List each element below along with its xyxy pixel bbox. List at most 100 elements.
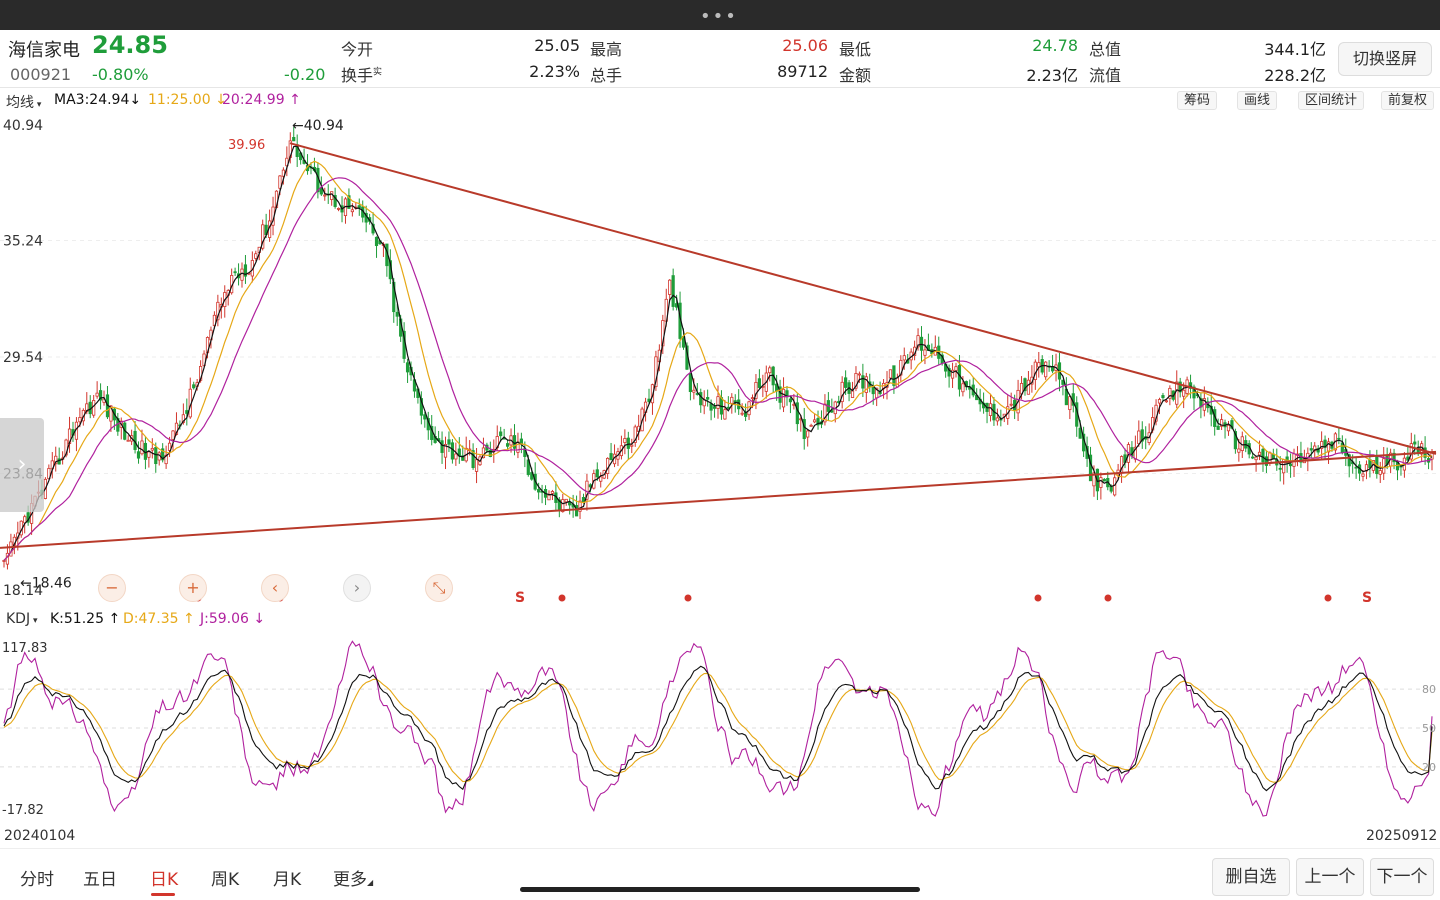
candle-body: [98, 390, 103, 401]
candle-body: [754, 382, 758, 399]
j-line: [3, 640, 1433, 817]
amount-value: 2.23亿: [1026, 66, 1078, 85]
candle-body: [609, 453, 613, 461]
candle-body: [440, 440, 444, 453]
prev-stock-button[interactable]: 上一个: [1296, 858, 1364, 896]
candle-body: [474, 459, 479, 472]
candle-body: [923, 349, 927, 356]
candle-body: [895, 377, 899, 388]
candle-body: [136, 451, 141, 459]
candle-body: [778, 386, 782, 403]
signal-dot: [1034, 594, 1042, 602]
candle-body: [154, 447, 158, 465]
candle-body: [499, 431, 503, 437]
candle-body: [374, 236, 379, 247]
more-dots-icon[interactable]: •••: [700, 6, 738, 27]
candle-body: [726, 406, 730, 409]
switch-portrait-button[interactable]: 切换竖屏: [1338, 42, 1432, 76]
candle-body: [816, 418, 820, 426]
candle-body: [633, 426, 637, 443]
upper-trendline: [289, 142, 1437, 455]
candle-body: [150, 447, 154, 451]
candle-body: [443, 444, 448, 458]
candle-body: [350, 209, 354, 213]
candle-body: [892, 365, 896, 386]
candle-body: [995, 417, 999, 422]
candle-body: [550, 491, 555, 494]
volume-label: 总手: [590, 66, 623, 85]
home-indicator: [520, 887, 920, 892]
range-stats-button[interactable]: 区间统计: [1298, 91, 1365, 110]
candle-body: [1219, 419, 1224, 427]
candle-body: [730, 396, 734, 404]
kdj-chart[interactable]: 117.83 -17.82 80 50 20: [0, 632, 1440, 826]
signal-dot: [558, 594, 566, 602]
candle-body: [840, 381, 844, 403]
candle-body: [1409, 443, 1413, 460]
candle-body: [1044, 361, 1048, 378]
tab-monthly-k[interactable]: 月K: [273, 870, 302, 890]
scroll-right-icon[interactable]: ›: [343, 574, 371, 602]
candle-body: [1023, 378, 1027, 392]
candle-body: [888, 369, 893, 379]
ma11-line: [3, 160, 1433, 561]
candle-body: [54, 455, 58, 465]
draw-line-button[interactable]: 画线: [1237, 91, 1278, 110]
candle-body: [1392, 452, 1396, 463]
candle-body: [599, 476, 603, 482]
expand-panel-handle[interactable]: ›: [0, 418, 44, 512]
candle-body: [109, 405, 113, 422]
candle-body: [1157, 399, 1162, 404]
candle-body: [581, 497, 586, 503]
tab-five-day[interactable]: 五日: [83, 870, 117, 890]
chips-button[interactable]: 筹码: [1177, 91, 1218, 110]
candle-body: [192, 384, 196, 389]
candle-body: [768, 367, 772, 374]
candle-body: [1099, 477, 1103, 488]
adjust-price-button[interactable]: 前复权: [1381, 91, 1435, 110]
scroll-left-icon[interactable]: ‹: [261, 574, 289, 602]
candle-body: [916, 335, 920, 348]
status-bar: •••: [0, 0, 1440, 30]
signal-dot: [1324, 594, 1332, 602]
candle-body: [1175, 381, 1179, 405]
candle-body: [454, 453, 458, 460]
kdj-selector[interactable]: KDJ ▾: [6, 611, 38, 627]
price-tick-label: 40.94: [3, 118, 43, 134]
min-price-label: ←18.46: [20, 575, 72, 591]
candle-body: [161, 448, 165, 461]
start-date: 20240104: [4, 828, 76, 844]
signal-dot: [1104, 594, 1112, 602]
tab-daily-k[interactable]: 日K: [150, 870, 179, 890]
candle-body: [450, 442, 455, 460]
candle-body: [461, 455, 465, 461]
d-value: D:47.35 ↑: [123, 611, 195, 627]
candle-body: [1354, 466, 1358, 469]
next-stock-button[interactable]: 下一个: [1370, 858, 1434, 896]
ma3-line: [3, 145, 1433, 561]
tab-weekly-k[interactable]: 周K: [211, 870, 240, 890]
zoom-out-icon[interactable]: −: [98, 574, 126, 602]
candle-body: [167, 442, 172, 451]
candle-body: [961, 383, 965, 393]
candle-body: [261, 224, 265, 249]
reset-zoom-icon[interactable]: ⤡: [425, 574, 453, 602]
tab-intraday[interactable]: 分时: [20, 870, 54, 890]
candle-body: [788, 398, 793, 403]
tab-more[interactable]: 更多◢: [333, 870, 374, 890]
candle-body: [812, 419, 817, 423]
ma-selector[interactable]: 均线 ▾: [6, 95, 42, 111]
candle-body: [240, 268, 244, 281]
k-value: K:51.25 ↑: [50, 611, 121, 627]
candle-body: [1102, 478, 1106, 482]
remove-watchlist-button[interactable]: 删自选: [1212, 858, 1290, 896]
candle-body: [216, 301, 220, 321]
active-tab-indicator: [151, 893, 175, 896]
candle-body: [585, 480, 589, 500]
candle-body: [1078, 427, 1082, 439]
candle-body: [1309, 448, 1313, 451]
candlestick-chart[interactable]: 40.9435.2429.5423.8418.14←40.9439.96←18.…: [0, 112, 1440, 606]
zoom-in-icon[interactable]: +: [179, 574, 207, 602]
candle-body: [1378, 470, 1382, 475]
candle-body: [519, 438, 523, 445]
